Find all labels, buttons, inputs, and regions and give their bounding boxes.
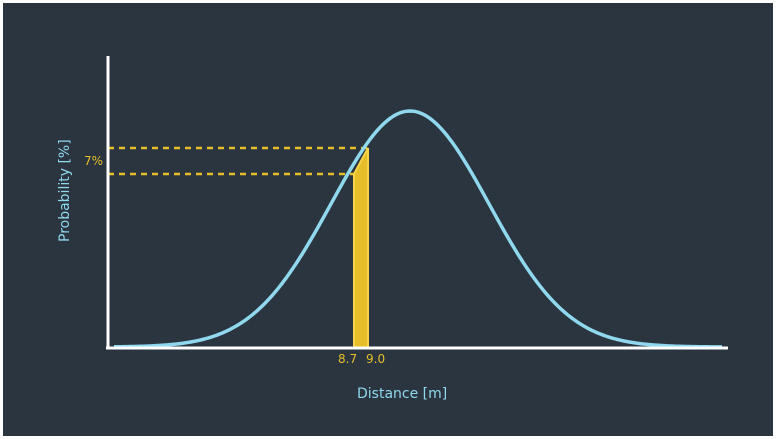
distribution-curve	[113, 109, 723, 349]
x-axis-title: Distance [m]	[357, 386, 447, 402]
x-end-label: 9.0	[366, 352, 385, 366]
y-axis-title: Probability [%]	[57, 139, 73, 242]
interval-band	[353, 147, 369, 349]
x-start-label: 8.7	[338, 352, 357, 366]
y-value-label: 7%	[84, 154, 103, 168]
